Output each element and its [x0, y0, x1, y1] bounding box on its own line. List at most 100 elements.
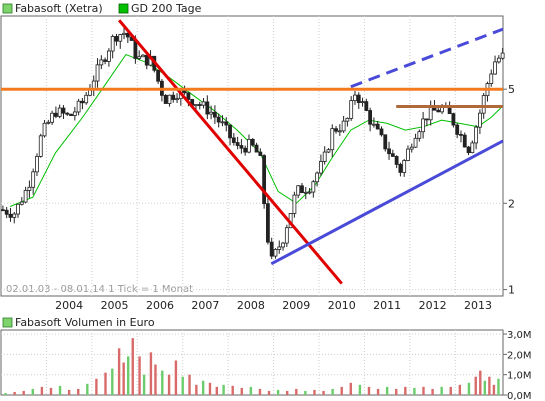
candle-body [167, 94, 172, 104]
x-tick-label: 2013 [464, 299, 492, 312]
candle-body [247, 138, 251, 153]
candle-body [212, 111, 217, 118]
candle-body [209, 111, 214, 115]
candle-body [53, 112, 58, 117]
candle-body [144, 54, 149, 66]
volume-bar [138, 356, 141, 395]
candle-body [281, 242, 285, 248]
candle-body [406, 148, 410, 161]
volume-bar [201, 380, 205, 395]
candle-body [72, 111, 77, 116]
candle-body [277, 246, 282, 250]
volume-bar [181, 376, 184, 395]
candle-body [46, 121, 51, 124]
candle-body [266, 203, 270, 243]
candle-body [296, 185, 301, 196]
volume-bar [249, 386, 253, 395]
candle-body [364, 101, 369, 111]
candle-body [459, 134, 463, 136]
volume-bar [276, 389, 280, 395]
candle-body [303, 191, 308, 194]
volume-bar [367, 386, 371, 395]
candle-body [61, 107, 66, 114]
candle-body [228, 124, 232, 139]
candle-body [122, 32, 126, 35]
candle-body [341, 120, 346, 132]
volume-bar [161, 370, 164, 395]
candle-body [322, 151, 327, 162]
candle-body [99, 59, 104, 66]
candle-body [436, 109, 441, 113]
candle-body [205, 101, 210, 115]
candle-body [489, 73, 494, 84]
candle-body [12, 213, 17, 218]
candle-body [231, 137, 236, 143]
volume-bar [22, 390, 25, 395]
volume-bar [304, 390, 307, 395]
candle-body [269, 241, 274, 257]
candle-body [428, 106, 433, 121]
candle-body [372, 123, 376, 126]
volume-bars-layer [4, 338, 500, 395]
candle-body [481, 95, 486, 114]
candle-body [455, 124, 460, 135]
candle-body [243, 147, 248, 153]
volume-bar [208, 382, 212, 395]
x-tick-label: 2011 [373, 299, 401, 312]
volume-bar [222, 384, 225, 395]
candle-body [95, 64, 100, 82]
candle-body [186, 92, 191, 100]
volume-bar [267, 390, 271, 395]
candle-body [156, 69, 161, 82]
volume-legend-swatch [2, 317, 13, 328]
candle-body [319, 161, 323, 174]
x-tick-label: 2007 [191, 299, 219, 312]
trendline-downtrend [117, 19, 343, 285]
candle-body [69, 113, 73, 116]
candle-body [300, 185, 304, 194]
trendline-uptrend-support [270, 139, 504, 266]
candle-body [462, 134, 467, 148]
volume-bar [313, 389, 316, 395]
candle-body [216, 116, 221, 123]
volume-bar [49, 387, 53, 395]
candle-body [4, 209, 9, 215]
volume-bar [492, 384, 496, 395]
legend-label-ma: GD 200 Tage [131, 2, 202, 15]
candle-body [474, 126, 479, 144]
candle-body [0, 209, 5, 212]
volume-legend-label: Fabasoft Volumen in Euro [15, 316, 155, 329]
volume-bar [149, 352, 153, 395]
x-tick-label: 2010 [328, 299, 356, 312]
volume-bar [31, 388, 35, 395]
candle-body [394, 156, 399, 165]
candle-body [315, 172, 320, 183]
candle-body [466, 146, 471, 154]
candle-body [76, 100, 81, 113]
candle-body [137, 56, 142, 59]
volume-bar [385, 386, 389, 395]
volume-bar [395, 388, 398, 395]
candle-body [80, 100, 85, 104]
price-panel-frame [0, 15, 504, 297]
candle-body [307, 191, 312, 194]
volume-bar [358, 384, 362, 395]
candle-body [375, 123, 380, 130]
trendline-uptrend-parallel [350, 27, 504, 89]
volume-bar [95, 378, 98, 395]
axis-labels-layer: 2004 2005 2006 2007 2008 2009 2010 2011 2012 2013… [55, 83, 531, 401]
candle-body [23, 190, 28, 203]
candle-body [500, 52, 505, 59]
volume-bar [286, 390, 289, 395]
candle-body [311, 181, 316, 193]
candle-body [106, 50, 111, 62]
volume-bar [483, 380, 487, 395]
candle-body [163, 94, 168, 104]
candle-body [383, 134, 388, 150]
candle-body [390, 153, 395, 157]
candle-body [110, 36, 115, 52]
legend-swatch-price [2, 3, 13, 14]
candle-body [35, 156, 39, 173]
candle-body [413, 137, 418, 148]
candle-body [345, 117, 350, 122]
